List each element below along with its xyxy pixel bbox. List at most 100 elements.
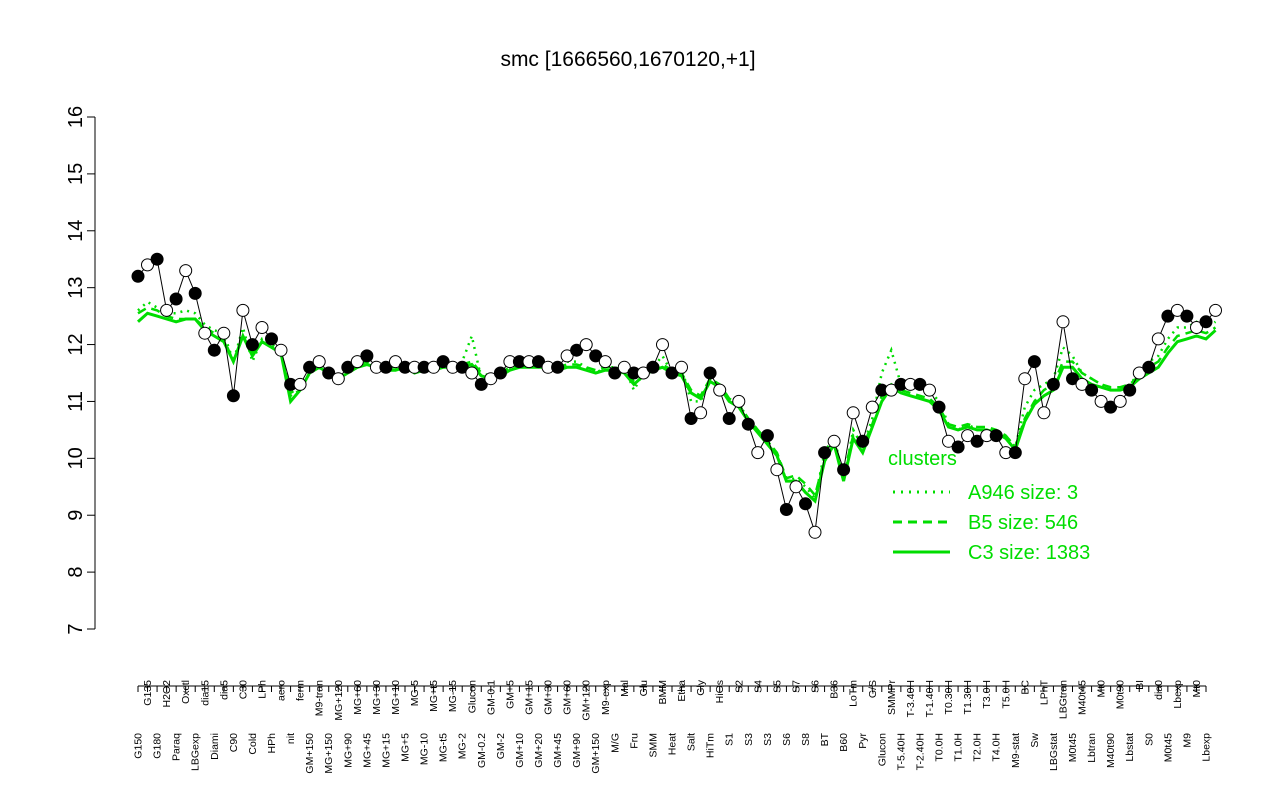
y-tick-label: 14 xyxy=(65,220,87,242)
series-line-0 xyxy=(137,300,1217,501)
x-tick-label: MG+30 xyxy=(371,680,383,715)
y-tick-label: 11 xyxy=(65,391,87,412)
data-point xyxy=(1132,366,1146,380)
legend-entry-label: C3 size: 1383 xyxy=(968,542,1090,564)
data-point xyxy=(989,429,1003,443)
x-tick-label: S7 xyxy=(791,680,803,693)
x-tick-label: G/S xyxy=(867,680,879,698)
y-tick-label: 13 xyxy=(65,277,87,299)
x-tick-label: G150 xyxy=(133,733,145,759)
x-tick-label: M9-tran xyxy=(314,680,326,716)
data-point xyxy=(389,355,402,369)
x-tick-label: S8 xyxy=(800,733,812,746)
x-tick-label: BMM xyxy=(657,680,669,705)
x-tick-label: MG-t5 xyxy=(438,733,450,762)
data-point xyxy=(560,349,574,363)
x-tick-label: GM+150 xyxy=(304,733,316,774)
x-tick-label: MG+45 xyxy=(361,733,373,768)
x-tick-label: GM+10 xyxy=(514,733,526,768)
data-point xyxy=(532,355,545,369)
data-point xyxy=(760,429,774,443)
data-points xyxy=(131,252,1222,539)
x-tick-label: Etha xyxy=(676,680,688,702)
x-tick-label: MG+60 xyxy=(352,680,364,715)
data-point xyxy=(150,252,164,266)
x-tick-label: Cold xyxy=(247,733,259,755)
y-tick-label: 12 xyxy=(65,333,87,355)
x-tick-label: Heat xyxy=(667,733,679,755)
legend-title: clusters xyxy=(888,448,957,470)
data-point xyxy=(493,366,507,380)
x-tick-label: BI xyxy=(1134,680,1146,690)
data-point xyxy=(455,360,469,374)
data-point xyxy=(913,377,927,391)
data-point xyxy=(551,360,565,374)
x-tick-label: T3.0H xyxy=(981,680,993,709)
x-tick-label: T1.30H xyxy=(962,680,974,714)
x-tick-label: S1 xyxy=(724,733,736,746)
data-point xyxy=(1123,383,1137,397)
data-point xyxy=(856,434,870,448)
data-point xyxy=(722,412,736,425)
data-point xyxy=(732,394,746,408)
x-tick-label: aero xyxy=(276,680,288,701)
x-tick-label: MG-15 xyxy=(447,680,459,712)
data-point xyxy=(713,383,727,397)
x-tick-label: LPh xyxy=(257,680,269,699)
data-point xyxy=(703,366,717,380)
data-point xyxy=(293,377,307,391)
x-tick-label: M9-exp xyxy=(600,680,612,715)
chart-title: smc [1666560,1670120,+1] xyxy=(500,48,755,71)
x-tick-label: S2 xyxy=(733,680,745,693)
data-point xyxy=(942,434,955,448)
data-point xyxy=(341,360,355,374)
x-tick-label: GM+120 xyxy=(581,680,593,721)
data-point xyxy=(1170,303,1184,317)
x-tick-label: M0t45 xyxy=(1162,733,1174,762)
data-point xyxy=(570,343,584,357)
data-point xyxy=(1056,315,1070,329)
x-tick-label: LPhT xyxy=(1038,679,1050,705)
x-tick-label: BC xyxy=(1019,680,1031,695)
x-tick-label: LBGstat xyxy=(1048,733,1060,771)
x-tick-label: H2O2 xyxy=(161,680,173,708)
data-point xyxy=(1151,332,1165,346)
data-point xyxy=(589,349,603,363)
y-tick-label: 7 xyxy=(65,623,87,634)
x-tick-label: T1.0H xyxy=(953,733,965,762)
data-point xyxy=(465,366,479,380)
x-tick-label: MG+15 xyxy=(380,733,392,768)
x-tick-label: nit xyxy=(285,733,297,744)
data-point xyxy=(684,412,698,425)
data-point xyxy=(808,525,822,539)
data-point xyxy=(360,349,374,363)
x-tick-label: MG-5 xyxy=(409,680,421,706)
x-tick-label: M9-stat xyxy=(1010,733,1022,768)
x-tick-label: T-2.40H xyxy=(914,733,926,770)
data-point xyxy=(579,338,593,352)
data-point xyxy=(770,463,784,477)
cluster-lines xyxy=(136,300,1217,504)
x-tick-label: LBGtran xyxy=(1058,680,1070,719)
x-tick-label: T5.0H xyxy=(1000,680,1012,709)
data-point xyxy=(751,446,765,460)
data-point xyxy=(789,480,803,494)
x-tick-label: HPh xyxy=(266,733,278,754)
data-point xyxy=(646,360,660,374)
y-tick-label: 9 xyxy=(65,510,87,521)
x-tick-label: MG+5 xyxy=(400,733,412,762)
x-tick-label: M9 xyxy=(1181,733,1193,748)
data-point xyxy=(484,372,498,386)
x-tick-label: Lbexp xyxy=(1172,680,1184,709)
x-tick-label: Gly xyxy=(695,679,707,696)
data-point xyxy=(1142,360,1156,374)
data-point xyxy=(837,463,851,477)
x-tick-label: GM+150 xyxy=(590,733,602,774)
data-point xyxy=(932,400,946,414)
data-point xyxy=(207,343,221,357)
data-point xyxy=(656,338,669,352)
x-tick-label: B60 xyxy=(838,733,850,752)
x-tick-label: Glucon xyxy=(876,733,888,766)
x-tick-label: MG+150 xyxy=(323,733,335,774)
data-point xyxy=(274,343,288,357)
